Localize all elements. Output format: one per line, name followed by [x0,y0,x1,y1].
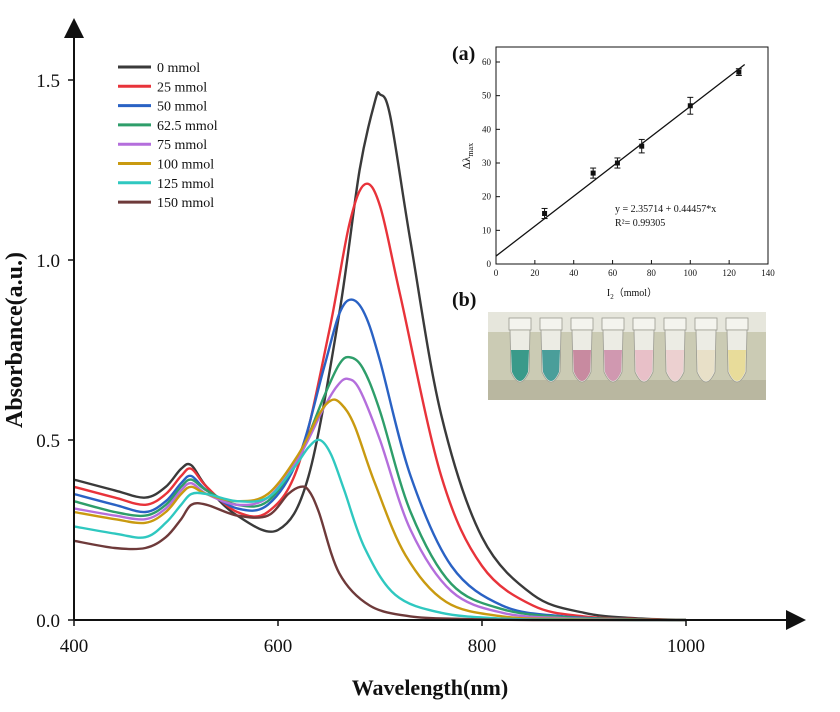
data-point [639,143,645,149]
inset-x-tick-label: 100 [684,268,698,278]
legend-label-7: 150 mmol [157,196,214,211]
legend-label-0: 0 mmol [157,61,200,76]
inset-x-tick-label: 20 [530,268,540,278]
fit-line [495,63,746,257]
series-line-1 [73,182,687,622]
inset-x-tick-label: 60 [608,268,618,278]
tube-cap [663,317,687,331]
inset-x-tick-label: 140 [761,268,775,278]
inset-x-tick-label: 80 [647,268,657,278]
tube-solution [511,350,529,381]
y-tick-label: 0.5 [36,431,60,452]
fit-equation: y = 2.35714 + 0.44457*x [615,204,716,215]
data-point [614,160,620,166]
tube-solution [697,350,715,381]
data-point [542,211,548,216]
inset-y-tick-label: 40 [482,124,492,134]
tube-cap [632,317,656,331]
fit-r2: R²= 0.99305 [615,218,665,229]
tube-cap [725,317,749,331]
inset-y-tick-label: 30 [482,158,492,168]
tube-cap [570,317,594,331]
inset-y-tick-label: 50 [482,91,492,101]
inset-x-tick-label: 120 [722,268,736,278]
data-point [590,170,596,176]
legend: 0 mmol 25 mmol 50 mmol 62.5 mmol 75 mmol 100 … [118,61,218,211]
panel-label-b: (b) [452,289,476,311]
legend-label-2: 50 mmol [157,100,207,115]
tube-solution [573,350,591,381]
tube-cap [539,317,563,331]
series-line-3 [73,355,687,622]
series-line-7 [73,485,686,622]
legend-label-1: 25 mmol [157,80,207,95]
panel-label-a: (a) [452,43,475,65]
data-point [687,103,693,109]
legend-label-3: 62.5 mmol [157,119,218,134]
series-line-5 [73,398,687,622]
tube-cap [694,317,718,331]
inset-x-axis-title: I2（mmol） [607,287,657,301]
series-line-6 [73,438,687,622]
x-tick-label: 1000 [667,636,705,657]
tube-cap [508,317,532,331]
y-tick-label: 1.0 [36,251,60,272]
x-tick-label: 400 [60,636,89,657]
tube-solution [635,350,653,381]
inset-y-tick-label: 10 [482,225,492,235]
tube-solution [542,350,560,381]
inset-y-tick-label: 60 [482,57,492,67]
inset-frame [495,46,769,265]
y-tick-label: 0.0 [36,611,60,632]
series-line-0 [73,91,687,622]
photo-bench [488,380,766,400]
tube-cap [601,317,625,331]
inset-y-axis-title: Δλmax [461,143,475,169]
series-line-2 [73,298,687,622]
inset-x-tick-label: 40 [569,268,579,278]
inset-chart-a: (a) 0 20 40 60 80 100 120 140 0 10 20 30 40 50 60 y = … [452,43,775,301]
tube-solution [604,350,622,381]
inset-y-tick-label: 0 [487,259,492,269]
legend-label-6: 125 mmol [157,177,214,192]
panel-b-photo: (b) [452,289,766,400]
legend-label-5: 100 mmol [157,158,214,173]
tube-solution [666,350,684,381]
inset-y-tick-label: 20 [482,192,492,202]
x-tick-label: 800 [468,636,497,657]
y-axis-title: Absorbance(a.u.) [2,252,28,428]
legend-label-4: 75 mmol [157,138,207,153]
inset-x-tick-label: 0 [494,268,499,278]
x-tick-label: 600 [264,636,293,657]
tube-solution [728,350,746,381]
x-axis-title: Wavelength(nm) [352,675,508,700]
data-point [736,69,742,75]
y-tick-label: 1.5 [36,71,60,92]
